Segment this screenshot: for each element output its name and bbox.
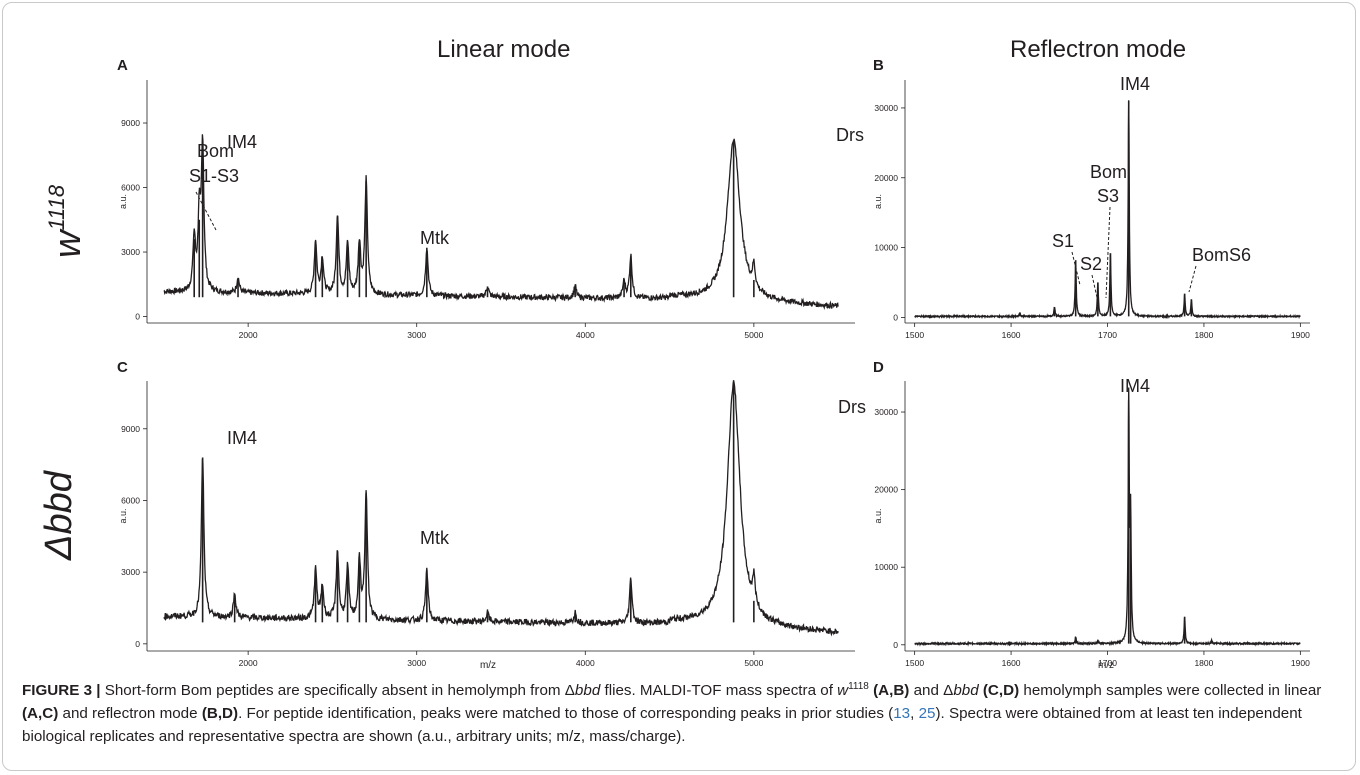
x-axis-title-d: m/z xyxy=(1098,660,1114,671)
x-tick-label-a-2: 4000 xyxy=(576,330,595,340)
x-tick-label-d-0: 1500 xyxy=(905,658,924,668)
y-tick-label-a-2: 6000 xyxy=(121,183,140,193)
y-tick-label-d-0: 0 xyxy=(893,640,898,650)
spectrum-trace-a xyxy=(163,134,839,311)
caption-ref-25[interactable]: 25 xyxy=(918,705,936,723)
annot-b-bom: Bom xyxy=(1090,162,1127,182)
x-tick-label-c-1: 3000 xyxy=(407,658,426,668)
caption-text-2: flies. MALDI-TOF mass spectra of xyxy=(600,682,838,700)
y-axis-title-b: a.u. xyxy=(873,194,883,209)
y-tick-label-c-0: 0 xyxy=(135,639,140,649)
annot-c-im4: IM4 xyxy=(227,428,257,448)
x-tick-label-d-2: 1700 xyxy=(1098,658,1117,668)
annot-c-mtk: Mtk xyxy=(420,528,450,548)
caption-sup-2: 1118 xyxy=(848,681,869,692)
caption-label: FIGURE 3 | xyxy=(22,682,101,700)
panel-letter-d: D xyxy=(873,359,884,376)
panel-letter-b: B xyxy=(873,57,884,74)
spectrum-trace-b xyxy=(914,100,1301,320)
x-tick-label-c-2: 4000 xyxy=(576,658,595,668)
caption-it-1: bbd xyxy=(574,682,601,700)
annot-b-im4: IM4 xyxy=(1120,74,1150,94)
x-tick-label-b-1: 1600 xyxy=(1002,330,1021,340)
y-tick-label-d-1: 10000 xyxy=(874,562,898,572)
caption-ref-13[interactable]: 13 xyxy=(893,705,911,723)
caption-text-10: ). Spectra were obtained from at least t… xyxy=(22,705,1302,746)
x-tick-label-d-1: 1600 xyxy=(1002,658,1021,668)
annot-d-im4: IM4 xyxy=(1120,376,1150,396)
x-tick-label-b-4: 1900 xyxy=(1291,330,1310,340)
annot-c-drs: Drs xyxy=(838,397,866,417)
x-tick-label-a-1: 3000 xyxy=(407,330,426,340)
spectrum-trace-d xyxy=(914,387,1301,647)
annot-a-mtk: Mtk xyxy=(420,228,450,248)
y-tick-label-b-2: 20000 xyxy=(874,173,898,183)
annot-a-s1s3: S1-S3 xyxy=(189,166,239,186)
y-tick-label-d-2: 20000 xyxy=(874,485,898,495)
x-tick-label-d-3: 1800 xyxy=(1194,658,1213,668)
y-axis-title-a: a.u. xyxy=(118,194,128,209)
linear-mode-title: Linear mode xyxy=(437,36,571,63)
y-tick-label-c-3: 9000 xyxy=(121,424,140,434)
x-tick-label-a-3: 5000 xyxy=(744,330,763,340)
reflectron-mode-title: Reflectron mode xyxy=(1010,36,1187,63)
y-tick-label-b-3: 30000 xyxy=(874,103,898,113)
annot-b-boms6: BomS6 xyxy=(1192,245,1251,265)
x-axis-title-c: m/z xyxy=(480,660,496,671)
annot-b-s1: S1 xyxy=(1052,231,1074,251)
annot-a-drs: Drs xyxy=(836,125,864,145)
x-tick-label-b-2: 1700 xyxy=(1098,330,1117,340)
x-tick-label-b-3: 1800 xyxy=(1194,330,1213,340)
caption-bold-bd: (B,D) xyxy=(201,705,239,723)
annot-b-s3-line xyxy=(1105,206,1111,299)
panel-letter-c: C xyxy=(117,359,128,376)
caption-bold-ab: (A,B) xyxy=(868,682,910,700)
panel-letter-a: A xyxy=(117,57,128,74)
caption-text-8: . For peptide identification, peaks were… xyxy=(238,705,894,723)
y-tick-label-c-2: 6000 xyxy=(121,495,140,505)
y-axis-title-c: a.u. xyxy=(118,508,128,523)
annot-b-s2: S2 xyxy=(1080,254,1102,274)
caption-text-9: , xyxy=(910,705,919,723)
y-axis-title-d: a.u. xyxy=(873,508,883,523)
y-tick-label-b-1: 10000 xyxy=(874,243,898,253)
annot-a-bom: Bom xyxy=(197,141,234,161)
caption-text-7: and reflectron mode xyxy=(58,705,202,723)
figure-caption: FIGURE 3 | Short-form Bom peptides are s… xyxy=(22,675,1338,748)
x-tick-label-c-3: 5000 xyxy=(744,658,763,668)
caption-it-4: bbd xyxy=(953,682,979,700)
spectrum-trace-c xyxy=(163,380,839,637)
annot-b-boms6-line xyxy=(1188,265,1197,293)
y-tick-label-a-1: 3000 xyxy=(121,247,140,257)
caption-text-1: Short-form Bom peptides are specifically… xyxy=(100,682,575,700)
y-tick-label-a-0: 0 xyxy=(135,312,140,322)
x-tick-label-d-4: 1900 xyxy=(1291,658,1310,668)
caption-text-4: and Δ xyxy=(909,682,954,700)
y-tick-label-c-1: 3000 xyxy=(121,567,140,577)
annot-b-s3: S3 xyxy=(1097,186,1119,206)
caption-text-6: hemolymph samples were collected in line… xyxy=(1019,682,1322,700)
annot-a-im4: IM4 xyxy=(227,132,257,152)
caption-bold-ac: (A,C) xyxy=(22,705,59,723)
caption-it-2: w xyxy=(837,682,849,700)
x-tick-label-b-0: 1500 xyxy=(905,330,924,340)
y-tick-label-d-3: 30000 xyxy=(874,407,898,417)
caption-bold-cd: (C,D) xyxy=(978,682,1020,700)
y-tick-label-a-3: 9000 xyxy=(121,118,140,128)
x-tick-label-a-0: 2000 xyxy=(239,330,258,340)
x-tick-label-c-0: 2000 xyxy=(239,658,258,668)
y-tick-label-b-0: 0 xyxy=(893,312,898,322)
